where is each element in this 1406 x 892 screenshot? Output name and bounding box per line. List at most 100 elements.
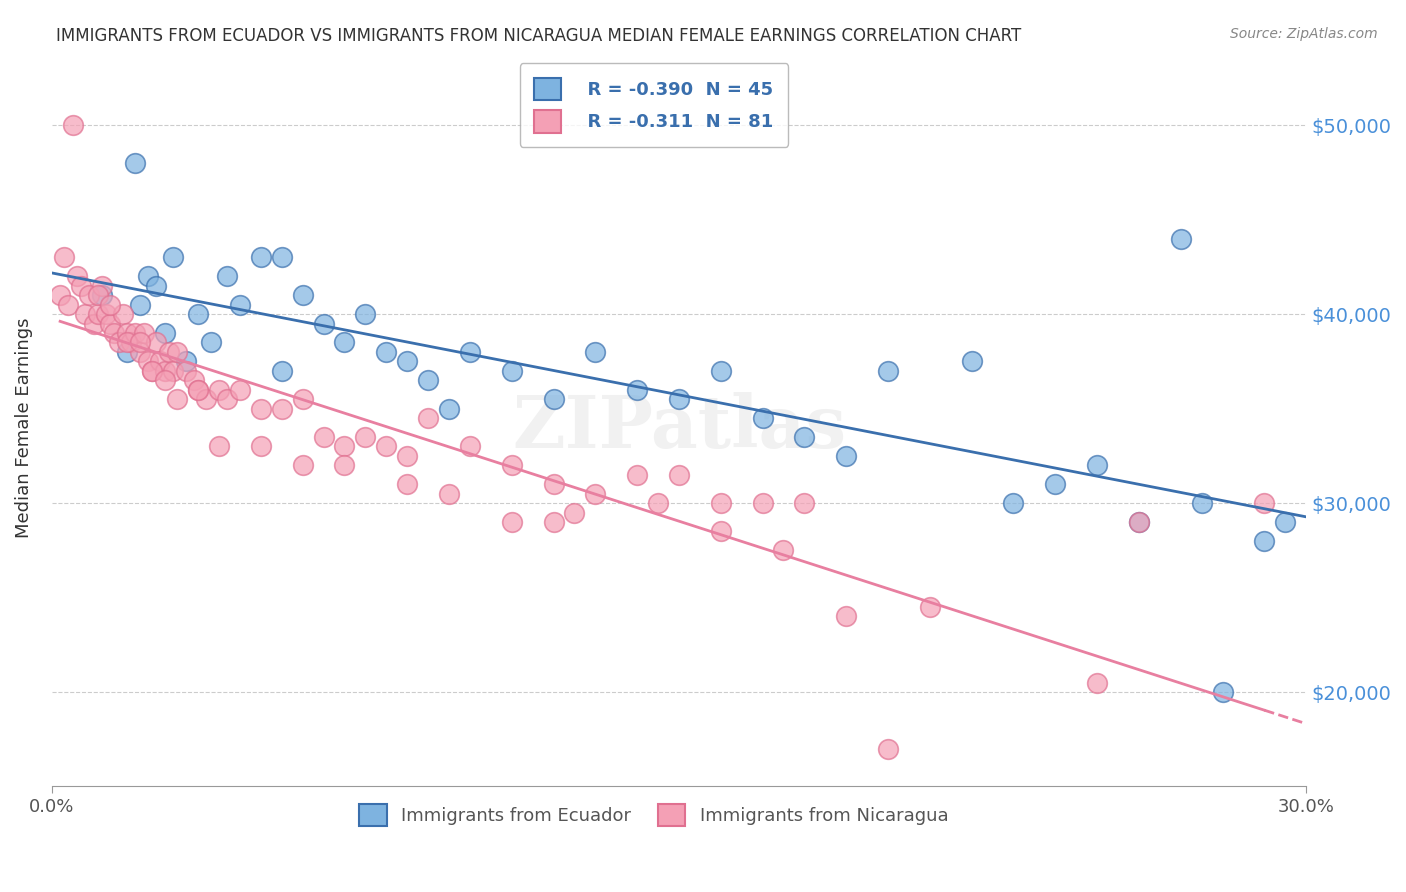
Point [458, 439, 481, 453]
Point [250, 401, 273, 416]
Point [229, 383, 252, 397]
Point [229, 298, 252, 312]
Point [1170, 231, 1192, 245]
Point [124, 326, 146, 340]
Point [166, 392, 188, 406]
Legend: Immigrants from Ecuador, Immigrants from Nicaragua: Immigrants from Ecuador, Immigrants from… [350, 795, 957, 835]
Point [1191, 496, 1213, 510]
Point [751, 411, 773, 425]
Point [772, 543, 794, 558]
Point [250, 439, 273, 453]
Point [145, 278, 167, 293]
Point [53, 251, 76, 265]
Point [174, 354, 197, 368]
Point [120, 335, 142, 350]
Point [668, 392, 690, 406]
Point [98, 317, 121, 331]
Point [312, 317, 335, 331]
Point [458, 345, 481, 359]
Point [1253, 533, 1275, 548]
Point [111, 307, 134, 321]
Point [333, 335, 356, 350]
Point [200, 335, 222, 350]
Point [396, 449, 419, 463]
Point [710, 496, 733, 510]
Point [183, 373, 205, 387]
Point [90, 288, 112, 302]
Point [270, 251, 292, 265]
Point [162, 251, 184, 265]
Point [877, 741, 900, 756]
Point [195, 392, 218, 406]
Point [49, 288, 72, 302]
Point [1085, 675, 1108, 690]
Point [217, 392, 239, 406]
Point [333, 439, 356, 453]
Point [396, 477, 419, 491]
Point [835, 449, 858, 463]
Point [543, 515, 565, 529]
Point [1253, 496, 1275, 510]
Point [124, 156, 146, 170]
Point [270, 364, 292, 378]
Point [333, 458, 356, 473]
Point [626, 467, 648, 482]
Text: Source: ZipAtlas.com: Source: ZipAtlas.com [1230, 27, 1378, 41]
Point [136, 354, 159, 368]
Text: ZIPatlas: ZIPatlas [512, 392, 846, 463]
Text: IMMIGRANTS FROM ECUADOR VS IMMIGRANTS FROM NICARAGUA MEDIAN FEMALE EARNINGS CORR: IMMIGRANTS FROM ECUADOR VS IMMIGRANTS FR… [56, 27, 1022, 45]
Point [543, 392, 565, 406]
Point [416, 411, 439, 425]
Point [187, 383, 209, 397]
Point [153, 373, 176, 387]
Point [62, 118, 84, 132]
Point [291, 392, 314, 406]
Point [87, 288, 110, 302]
Point [75, 307, 97, 321]
Point [583, 345, 606, 359]
Point [793, 496, 815, 510]
Point [1085, 458, 1108, 473]
Point [291, 458, 314, 473]
Point [128, 335, 150, 350]
Point [354, 307, 377, 321]
Point [132, 326, 155, 340]
Point [187, 383, 209, 397]
Point [1002, 798, 1025, 813]
Point [375, 439, 398, 453]
Point [647, 496, 669, 510]
Point [83, 317, 105, 331]
Point [103, 326, 125, 340]
Point [835, 609, 858, 624]
Point [217, 269, 239, 284]
Point [1211, 685, 1233, 699]
Point [90, 278, 112, 293]
Point [668, 467, 690, 482]
Point [312, 430, 335, 444]
Point [166, 345, 188, 359]
Point [437, 486, 460, 500]
Point [291, 288, 314, 302]
Point [710, 364, 733, 378]
Point [710, 524, 733, 539]
Point [107, 335, 129, 350]
Point [58, 298, 80, 312]
Point [149, 354, 172, 368]
Point [136, 269, 159, 284]
Point [162, 364, 184, 378]
Point [583, 486, 606, 500]
Point [70, 278, 93, 293]
Point [187, 307, 209, 321]
Point [1128, 515, 1150, 529]
Point [751, 496, 773, 510]
Point [94, 307, 117, 321]
Point [354, 430, 377, 444]
Point [208, 439, 231, 453]
Point [1045, 477, 1067, 491]
Point [208, 383, 231, 397]
Point [918, 599, 941, 614]
Point [270, 401, 292, 416]
Point [141, 364, 163, 378]
Point [960, 354, 983, 368]
Point [501, 458, 523, 473]
